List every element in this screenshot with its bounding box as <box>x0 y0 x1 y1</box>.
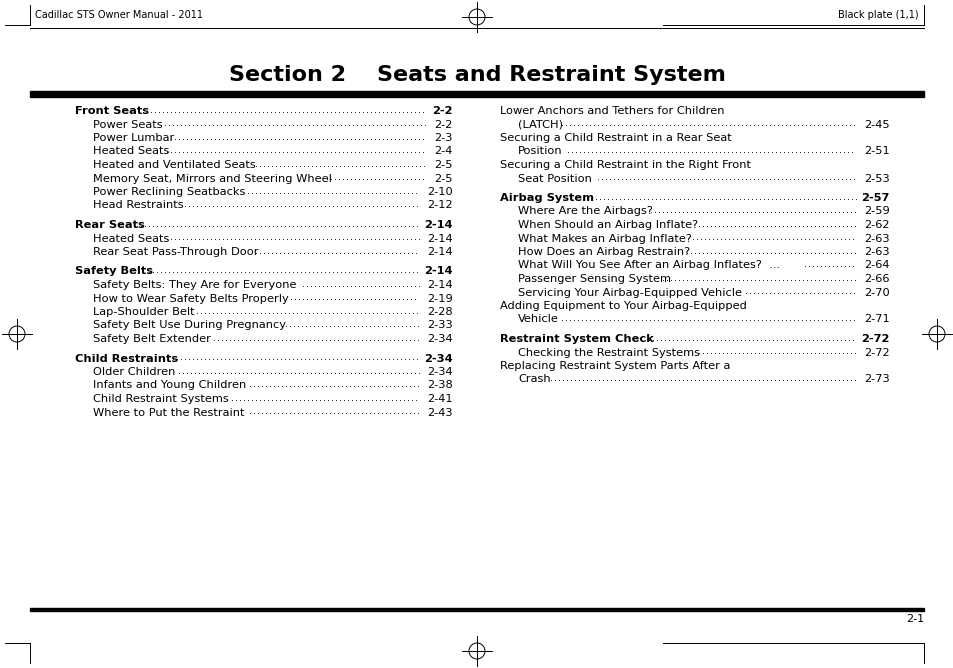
Text: Where Are the Airbags?: Where Are the Airbags? <box>517 206 652 216</box>
Text: 2-5: 2-5 <box>434 174 453 184</box>
Text: Heated Seats: Heated Seats <box>92 234 170 244</box>
Text: Safety Belts: They Are for Everyone: Safety Belts: They Are for Everyone <box>92 280 296 290</box>
Text: What Will You See After an Airbag Inflates?  ...: What Will You See After an Airbag Inflat… <box>517 261 780 271</box>
Text: 2-4: 2-4 <box>435 146 453 156</box>
Text: Vehicle: Vehicle <box>517 315 558 325</box>
Text: 2-34: 2-34 <box>427 367 453 377</box>
Text: How Does an Airbag Restrain?: How Does an Airbag Restrain? <box>517 247 689 257</box>
Text: Section 2    Seats and Restraint System: Section 2 Seats and Restraint System <box>229 65 724 85</box>
Text: When Should an Airbag Inflate?: When Should an Airbag Inflate? <box>517 220 698 230</box>
Text: 2-63: 2-63 <box>863 247 889 257</box>
Text: Head Restraints: Head Restraints <box>92 200 183 210</box>
Text: 2-34: 2-34 <box>424 353 453 363</box>
Text: Restraint System Check: Restraint System Check <box>499 334 653 344</box>
Text: 2-45: 2-45 <box>863 120 889 130</box>
Text: 2-43: 2-43 <box>427 407 453 418</box>
Text: 2-38: 2-38 <box>427 381 453 391</box>
Text: 2-2: 2-2 <box>435 120 453 130</box>
Text: 2-59: 2-59 <box>863 206 889 216</box>
Text: 2-72: 2-72 <box>863 347 889 357</box>
Text: Front Seats: Front Seats <box>75 106 149 116</box>
Text: (LATCH): (LATCH) <box>517 120 562 130</box>
Text: 2-66: 2-66 <box>863 274 889 284</box>
Text: Passenger Sensing System: Passenger Sensing System <box>517 274 670 284</box>
Text: 2-33: 2-33 <box>427 321 453 331</box>
Text: 2-70: 2-70 <box>863 287 889 297</box>
Text: 2-1: 2-1 <box>905 614 923 624</box>
Bar <box>30 607 923 611</box>
Text: Airbag System: Airbag System <box>499 193 594 203</box>
Text: 2-63: 2-63 <box>863 234 889 244</box>
Text: 2-57: 2-57 <box>861 193 889 203</box>
Text: 2-41: 2-41 <box>427 394 453 404</box>
Text: Safety Belts: Safety Belts <box>75 267 152 277</box>
Text: Position: Position <box>517 146 562 156</box>
Text: Heated and Ventilated Seats: Heated and Ventilated Seats <box>92 160 255 170</box>
Text: Cadillac STS Owner Manual - 2011: Cadillac STS Owner Manual - 2011 <box>35 10 203 20</box>
Text: How to Wear Safety Belts Properly: How to Wear Safety Belts Properly <box>92 293 289 303</box>
Text: 2-71: 2-71 <box>863 315 889 325</box>
Text: Where to Put the Restraint: Where to Put the Restraint <box>92 407 244 418</box>
Text: 2-73: 2-73 <box>863 375 889 385</box>
Text: 2-14: 2-14 <box>424 220 453 230</box>
Text: 2-64: 2-64 <box>863 261 889 271</box>
Text: Older Children: Older Children <box>92 367 175 377</box>
Text: Heated Seats: Heated Seats <box>92 146 170 156</box>
Text: 2-14: 2-14 <box>427 234 453 244</box>
Text: 2-62: 2-62 <box>863 220 889 230</box>
Text: Seat Position: Seat Position <box>517 174 591 184</box>
Text: Child Restraints: Child Restraints <box>75 353 178 363</box>
Text: 2-51: 2-51 <box>863 146 889 156</box>
Text: 2-28: 2-28 <box>427 307 453 317</box>
Text: Lap-Shoulder Belt: Lap-Shoulder Belt <box>92 307 194 317</box>
Text: Checking the Restraint Systems: Checking the Restraint Systems <box>517 347 700 357</box>
Text: Memory Seat, Mirrors and Steering Wheel: Memory Seat, Mirrors and Steering Wheel <box>92 174 332 184</box>
Text: Power Reclining Seatbacks: Power Reclining Seatbacks <box>92 187 245 197</box>
Text: Rear Seat Pass-Through Door: Rear Seat Pass-Through Door <box>92 247 258 257</box>
Text: Safety Belt Use During Pregnancy: Safety Belt Use During Pregnancy <box>92 321 286 331</box>
Text: Replacing Restraint System Parts After a: Replacing Restraint System Parts After a <box>499 361 730 371</box>
Text: Adding Equipment to Your Airbag-Equipped: Adding Equipment to Your Airbag-Equipped <box>499 301 746 311</box>
Text: Servicing Your Airbag-Equipped Vehicle: Servicing Your Airbag-Equipped Vehicle <box>517 287 741 297</box>
Text: What Makes an Airbag Inflate?: What Makes an Airbag Inflate? <box>517 234 691 244</box>
Text: 2-14: 2-14 <box>424 267 453 277</box>
Text: 2-14: 2-14 <box>427 247 453 257</box>
Text: Crash: Crash <box>517 375 550 385</box>
Text: Infants and Young Children: Infants and Young Children <box>92 381 246 391</box>
Text: 2-72: 2-72 <box>861 334 889 344</box>
Text: 2-34: 2-34 <box>427 334 453 344</box>
Text: Power Seats: Power Seats <box>92 120 162 130</box>
Text: 2-53: 2-53 <box>863 174 889 184</box>
Text: 2-10: 2-10 <box>427 187 453 197</box>
Text: 2-12: 2-12 <box>427 200 453 210</box>
Text: Rear Seats: Rear Seats <box>75 220 145 230</box>
Bar <box>30 91 923 97</box>
Text: Securing a Child Restraint in a Rear Seat: Securing a Child Restraint in a Rear Sea… <box>499 133 731 143</box>
Text: Black plate (1,1): Black plate (1,1) <box>838 10 918 20</box>
Text: 2-14: 2-14 <box>427 280 453 290</box>
Text: Lower Anchors and Tethers for Children: Lower Anchors and Tethers for Children <box>499 106 723 116</box>
Text: Power Lumbar: Power Lumbar <box>92 133 174 143</box>
Text: 2-2: 2-2 <box>432 106 453 116</box>
Text: Safety Belt Extender: Safety Belt Extender <box>92 334 211 344</box>
Text: Securing a Child Restraint in the Right Front: Securing a Child Restraint in the Right … <box>499 160 750 170</box>
Text: 2-5: 2-5 <box>434 160 453 170</box>
Text: Child Restraint Systems: Child Restraint Systems <box>92 394 229 404</box>
Text: 2-19: 2-19 <box>427 293 453 303</box>
Text: 2-3: 2-3 <box>434 133 453 143</box>
